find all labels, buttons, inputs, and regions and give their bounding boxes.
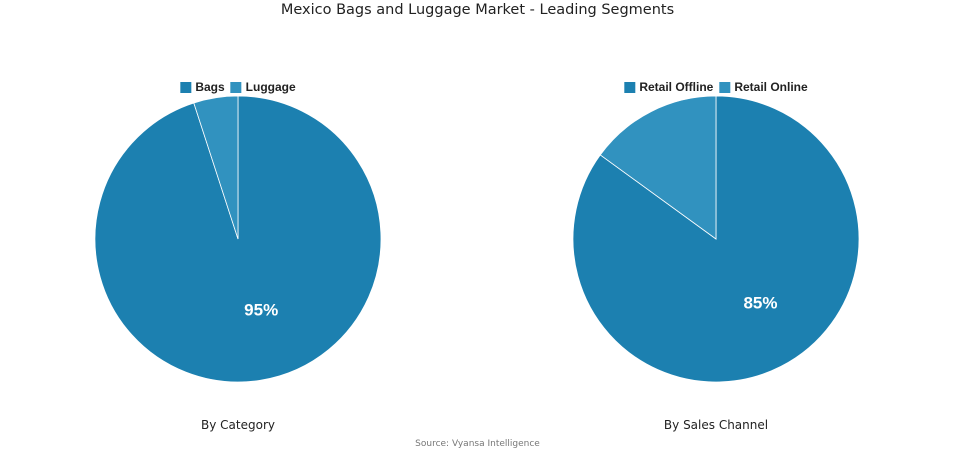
legend-label: Retail Online <box>734 80 808 94</box>
subtitle-category: By Category <box>201 418 275 432</box>
legend-item: Luggage <box>230 80 296 94</box>
pie-slice-retail-offline <box>572 95 860 383</box>
legend-item: Bags <box>180 80 225 94</box>
data-label: 95% <box>244 301 278 320</box>
legend-swatch <box>624 81 636 93</box>
legend-sales-channel: Retail Offline Retail Online <box>624 80 808 94</box>
pie-slice-luggage <box>193 95 239 240</box>
legend-category: Bags Luggage <box>180 80 296 94</box>
legend-label: Bags <box>195 80 225 94</box>
legend-swatch <box>230 81 242 93</box>
legend-label: Retail Offline <box>639 80 714 94</box>
pie-slice-retail-online <box>599 95 717 240</box>
legend-item: Retail Offline <box>624 80 713 94</box>
data-label: 85% <box>743 294 777 313</box>
chart-title: Mexico Bags and Luggage Market - Leading… <box>280 2 675 18</box>
legend-label: Luggage <box>245 80 296 94</box>
legend-item: Retail Online <box>719 80 808 94</box>
legend-swatch <box>180 81 192 93</box>
legend-swatch <box>719 81 731 93</box>
source-note: Source: Vyansa Intelligence <box>415 439 540 449</box>
subtitle-sales-channel: By Sales Channel <box>663 418 769 432</box>
